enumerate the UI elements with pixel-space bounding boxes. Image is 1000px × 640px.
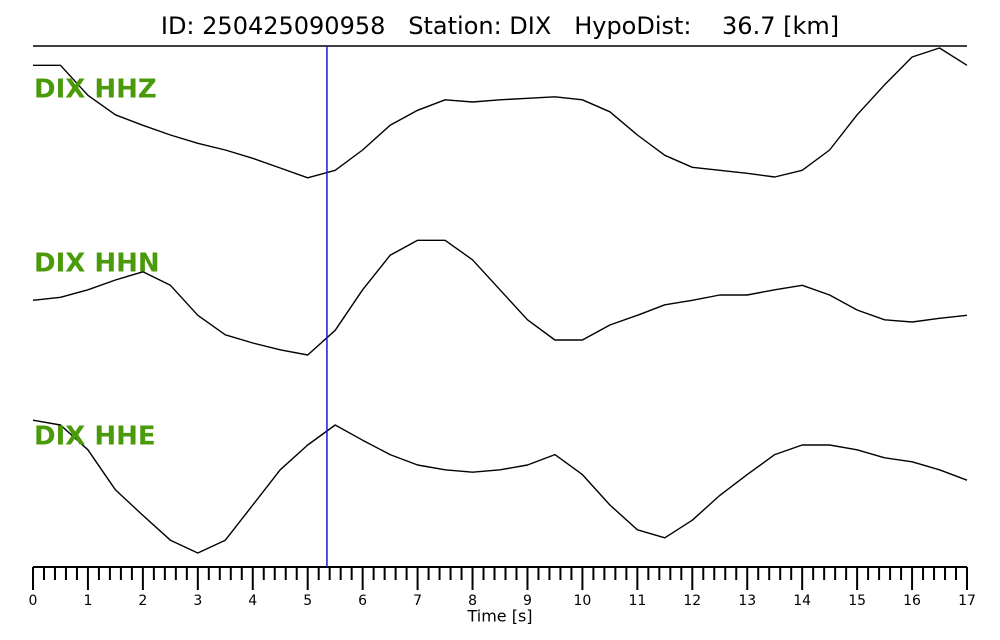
trace — [32, 239, 968, 356]
x-tick-label: 13 — [738, 593, 756, 609]
x-tick-label: 1 — [83, 593, 92, 609]
x-tick-label: 5 — [303, 593, 312, 609]
x-tick-label: 10 — [573, 593, 591, 609]
x-tick-label: 8 — [468, 593, 477, 609]
x-tick-label: 9 — [523, 593, 532, 609]
x-tick-label: 16 — [903, 593, 921, 609]
trace-label: DIX HHN — [34, 249, 160, 279]
x-tick-label: 6 — [358, 593, 367, 609]
x-tick-label: 14 — [793, 593, 811, 609]
x-tick-label: 0 — [29, 593, 38, 609]
trace — [33, 47, 968, 179]
x-tick-label: 15 — [848, 593, 866, 609]
x-axis-label: Time [s] — [466, 607, 532, 626]
chart-title: ID: 250425090958 Station: DIX HypoDist: … — [161, 12, 839, 40]
x-tick-label: 2 — [138, 593, 147, 609]
trace-label: DIX HHE — [34, 422, 156, 452]
trace-label: DIX HHZ — [34, 75, 157, 105]
trace — [32, 419, 968, 554]
x-tick-label: 7 — [413, 593, 422, 609]
x-tick-label: 17 — [958, 593, 976, 609]
x-tick-label: 4 — [248, 593, 257, 609]
x-tick-label: 3 — [193, 593, 202, 609]
x-tick-label: 11 — [628, 593, 646, 609]
x-tick-label: 12 — [683, 593, 701, 609]
